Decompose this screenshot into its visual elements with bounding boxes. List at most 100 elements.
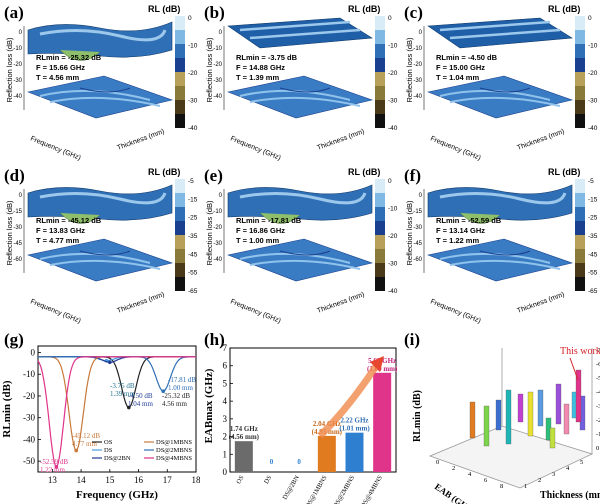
z-tick: 0 [419,193,423,199]
rl-surface [227,184,373,224]
z-tick: -40 [413,94,422,100]
h-category-label: DS [263,474,273,485]
i-bar [483,405,490,447]
z-tick: -10 [213,46,222,52]
i-bar [469,401,476,439]
z-tick: -30 [13,225,22,231]
colorbar-tick: -30 [588,98,598,105]
g-y-tick: -40 [23,434,35,444]
colorbar-tick: -5 [588,178,594,185]
g-min-marker [74,448,79,453]
i-z-tick: -40 [596,389,600,396]
stat-thickness: T = 4.56 mm [36,73,79,82]
rl-surface [427,17,573,49]
panel-label: (b) [204,3,225,22]
i-bar [563,403,570,435]
thickness-axis-label: Thickness (mm) [316,291,365,315]
h-y-tick: 4 [223,396,228,406]
z-axis-label: Reflection loss (dB) [5,37,14,103]
i-y-tick: 5 [580,459,583,466]
colorbar-tick: -40 [388,125,398,132]
h-bar-label: 1.74 GHz [230,425,258,433]
stat-thickness: T = 1.04 mm [436,73,479,82]
x-axis-label: Frequency (GHz) [29,298,81,325]
panel-label: (d) [4,166,25,185]
rl-colorbar-title: RL (dB) [348,167,380,177]
colorbar-tick: -30 [388,98,398,105]
colorbar-tick: -25 [188,215,198,222]
z-tick: -10 [213,209,222,215]
stat-rlmin: RLmin = -3.75 dB [236,53,298,62]
stat-rlmin: RLmin = -25.32 dB [36,53,102,62]
colorbar-tick: -20 [588,70,598,77]
rl-colorbar-title: RL (dB) [548,167,580,177]
h-category-label: DS@2BN [282,474,302,501]
g-min-marker [54,464,59,469]
colorbar-tick: -20 [188,70,198,77]
z-tick: -20 [213,225,222,231]
surface-panel: (f) RL (dB) -5 -15 -25 -35 -45 -55 -65 Reflection… [404,166,598,325]
rl-contour-map [226,75,374,119]
colorbar-tick: -45 [588,251,598,258]
g-ylabel: RLmin (dB) [1,380,13,437]
g-annotation: -52.59 dB [40,458,68,466]
z-tick: 0 [19,193,23,199]
i-xlabel: EAB (GHz) [433,481,475,504]
rl-contour-map [426,238,574,282]
g-x-tick: 16 [134,475,144,485]
panel-h-chart: (h) 0 1 2 3 4 5 6 7 1.74 GHz(4.56 mm) OS 0 DS 0 DS@2… [203,330,398,504]
colorbar-tick: -65 [588,288,598,295]
stat-rlmin: RLmin = -45.12 dB [36,216,102,225]
g-annotation: 1.39 mm [110,390,135,398]
colorbar-tick: -10 [188,43,198,50]
thickness-axis-label: Thickness (mm) [516,291,565,315]
thickness-axis-label: Thickness (mm) [116,128,165,152]
colorbar-tick: -55 [188,270,198,277]
surface-panel: (d) RL (dB) -5 -15 -25 -35 -45 -55 -65 Reflection… [4,166,198,325]
z-tick: -40 [213,94,222,100]
i-x-tick: 4 [468,471,472,478]
x-axis-label: Frequency (GHz) [29,135,81,162]
this-work-pointer [569,357,579,381]
i-bar [527,391,534,437]
colorbar-tick: -20 [388,233,398,240]
z-tick: -45 [13,241,22,247]
h-y-tick: 2 [223,432,228,442]
z-tick: -60 [13,257,22,263]
colorbar-tick: -40 [588,125,598,132]
z-tick: -30 [413,225,422,231]
this-work-label: This work [560,346,600,357]
stat-rlmin: RLmin = -52.59 dB [436,216,502,225]
z-tick: -10 [413,46,422,52]
colorbar [175,179,185,291]
z-tick: -40 [13,94,22,100]
x-axis-label: Frequency (GHz) [429,135,481,162]
h-category-label: OS [235,474,245,485]
h-y-tick: 7 [223,343,228,353]
z-tick: -40 [213,257,222,263]
h-category-label: DS@4MBNS [360,474,384,504]
g-y-tick: -20 [23,391,35,401]
colorbar-tick: 0 [588,15,592,22]
z-axis-label: Reflection loss (dB) [5,200,14,266]
h-category-label: DS@2MBNS [332,474,356,504]
g-annotation: 4.56 mm [162,400,187,408]
h-bar [317,435,336,472]
g-legend-label: DS [104,447,113,454]
colorbar-tick: -20 [388,70,398,77]
colorbar-tick: -15 [588,196,598,203]
i-bar [495,399,502,431]
rl-colorbar-title: RL (dB) [548,4,580,14]
z-tick: 0 [419,30,423,36]
rl-contour-map [26,238,174,282]
stat-frequency: F = 16.86 GHz [236,226,285,235]
rl-contour-map [226,238,374,282]
z-tick: -10 [13,46,22,52]
g-x-tick: 18 [192,475,201,485]
i-bar [549,427,556,449]
g-y-tick: 0 [31,348,36,358]
z-tick: -30 [13,78,22,84]
